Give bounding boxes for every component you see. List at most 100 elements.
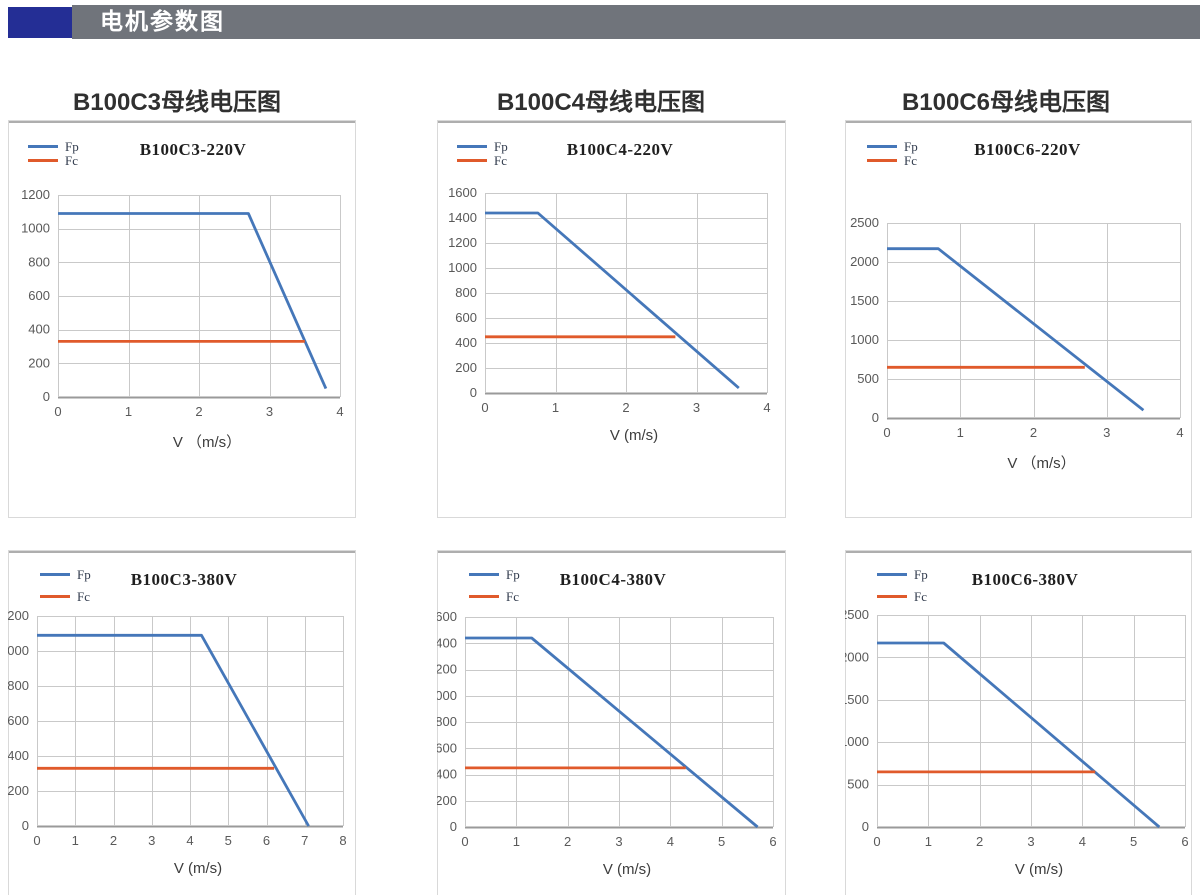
legend-item-fp: Fp	[867, 138, 918, 154]
x-tick-label: 0	[883, 425, 890, 440]
legend-label-fp: Fp	[914, 566, 928, 582]
y-tick-label: 1600	[448, 185, 477, 200]
y-tick-label: 600	[28, 288, 50, 303]
chart-legend: Fp Fc	[457, 139, 508, 168]
x-tick-label: 5	[225, 833, 232, 848]
x-tick-label: 2	[622, 400, 629, 415]
chart-title: B100C3-380V	[130, 570, 238, 589]
y-tick-label: 2500	[845, 607, 869, 622]
column-title-b100c3: B100C3母线电压图	[72, 89, 282, 116]
x-tick-label: 1	[552, 400, 559, 415]
x-tick-label: 4	[763, 400, 770, 415]
fp-line	[58, 212, 328, 390]
x-tick-label: 2	[110, 833, 117, 848]
chart-plot: 0 200 400 600 800 1000 1200 1400 1600 0 1 2 3 4 5 6	[437, 609, 777, 849]
y-tick-label: 2000	[850, 254, 879, 269]
x-tick-label: 4	[667, 834, 674, 849]
x-tick-label: 3	[1103, 425, 1110, 440]
x-tick-label: 0	[33, 833, 40, 848]
x-tick-label: 1	[125, 404, 132, 419]
chart-legend: Fp Fc	[877, 566, 928, 604]
y-tick-label: 800	[28, 254, 50, 269]
y-tick-label: 0	[43, 389, 50, 404]
x-tick-label: 2	[976, 834, 983, 849]
y-tick-label: 0	[470, 385, 477, 400]
legend-label-fp: Fp	[77, 566, 91, 582]
x-tick-label: 1	[513, 834, 520, 849]
legend-label-fp: Fp	[904, 138, 918, 154]
y-tick-label: 200	[437, 793, 457, 808]
legend-item-fc: Fc	[457, 153, 508, 168]
x-tick-label: 7	[301, 833, 308, 848]
legend-item-fc: Fc	[469, 588, 520, 604]
chart-panel-b100c3-380v: 0 200 400 600 800 1000 1200 0 1 2 3 4 5 6 7 8 Fp Fc B10…	[8, 550, 356, 895]
y-tick-label: 1000	[21, 221, 50, 236]
y-tick-label: 2000	[845, 649, 869, 664]
y-tick-label: 1200	[448, 235, 477, 250]
y-tick-label: 1200	[8, 608, 29, 623]
legend-label-fc: Fc	[904, 152, 917, 168]
chart-plot: 0 200 400 600 800 1000 1200 0 1 2 3 4 5 6 7 8	[8, 608, 347, 848]
y-tick-label: 1000	[845, 734, 869, 749]
legend-item-fp: Fp	[40, 566, 91, 582]
fp-line-swatch	[867, 145, 897, 148]
y-tick-label: 800	[437, 714, 457, 729]
legend-item-fc: Fc	[40, 589, 91, 604]
chart-panel-b100c4-220v: 0 200 400 600 800 1000 1200 1400 1600 0 1 2 3 4 Fp Fc…	[437, 120, 786, 518]
x-tick-label: 0	[481, 400, 488, 415]
column-title-b100c6: B100C6母线电压图	[901, 89, 1111, 116]
x-tick-label: 0	[461, 834, 468, 849]
header-accent-block	[8, 7, 72, 38]
y-tick-label: 200	[455, 360, 477, 375]
legend-label-fc: Fc	[914, 588, 927, 604]
legend-label-fc: Fc	[506, 588, 519, 604]
x-axis-title: V （m/s）	[172, 434, 242, 451]
y-tick-label: 0	[872, 410, 879, 425]
fp-line-swatch	[457, 145, 487, 148]
y-tick-label: 400	[28, 322, 50, 337]
legend-label-fc: Fc	[65, 152, 78, 168]
section-header-bar	[72, 5, 1200, 39]
legend-item-fc: Fc	[877, 588, 928, 604]
chart-panel-b100c3-220v: 0 200 400 600 800 1000 1200 0 1 2 3 4 Fp Fc B100C3-…	[8, 120, 356, 518]
chart-plot: 0 200 400 600 800 1000 1200 0 1 2 3 4	[21, 187, 344, 419]
y-tick-label: 0	[22, 818, 29, 833]
chart-panel-b100c6-220v: 0 500 1000 1500 2000 2500 0 1 2 3 4 Fp Fc B100C6-2…	[845, 120, 1192, 518]
chart-title: B100C4-220V	[566, 140, 674, 159]
y-tick-label: 0	[862, 819, 869, 834]
legend-label-fp: Fp	[65, 138, 79, 154]
y-tick-label: 600	[437, 740, 457, 755]
x-axis-title: V (m/s)	[609, 427, 659, 444]
y-tick-label: 2500	[850, 215, 879, 230]
fp-line-swatch	[469, 573, 499, 576]
x-tick-label: 4	[186, 833, 193, 848]
x-tick-label: 4	[1176, 425, 1183, 440]
y-tick-label: 1000	[448, 260, 477, 275]
y-tick-label: 1500	[850, 293, 879, 308]
x-tick-label: 2	[195, 404, 202, 419]
y-tick-label: 1400	[448, 210, 477, 225]
chart-legend: Fp Fc	[40, 566, 91, 604]
y-tick-label: 800	[455, 285, 477, 300]
x-tick-label: 5	[1130, 834, 1137, 849]
fc-line-swatch	[40, 595, 70, 598]
x-axis-title: V (m/s)	[1014, 861, 1064, 878]
y-tick-label: 400	[455, 335, 477, 350]
legend-item-fp: Fp	[877, 566, 928, 582]
fp-line	[485, 211, 740, 390]
y-tick-label: 200	[28, 355, 50, 370]
page-title: 电机参数图	[100, 8, 225, 34]
chart-title: B100C6-380V	[971, 570, 1079, 589]
x-tick-label: 6	[769, 834, 776, 849]
fc-line-swatch	[469, 595, 499, 598]
chart-legend: Fp Fc	[28, 138, 79, 168]
x-tick-label: 6	[263, 833, 270, 848]
x-tick-label: 0	[54, 404, 61, 419]
x-tick-label: 1	[925, 834, 932, 849]
fp-line	[887, 247, 1145, 412]
y-tick-label: 800	[8, 678, 29, 693]
chart-legend: Fp Fc	[867, 138, 918, 168]
y-tick-label: 1200	[21, 187, 50, 202]
legend-item-fp: Fp	[469, 567, 520, 582]
x-tick-label: 1	[957, 425, 964, 440]
